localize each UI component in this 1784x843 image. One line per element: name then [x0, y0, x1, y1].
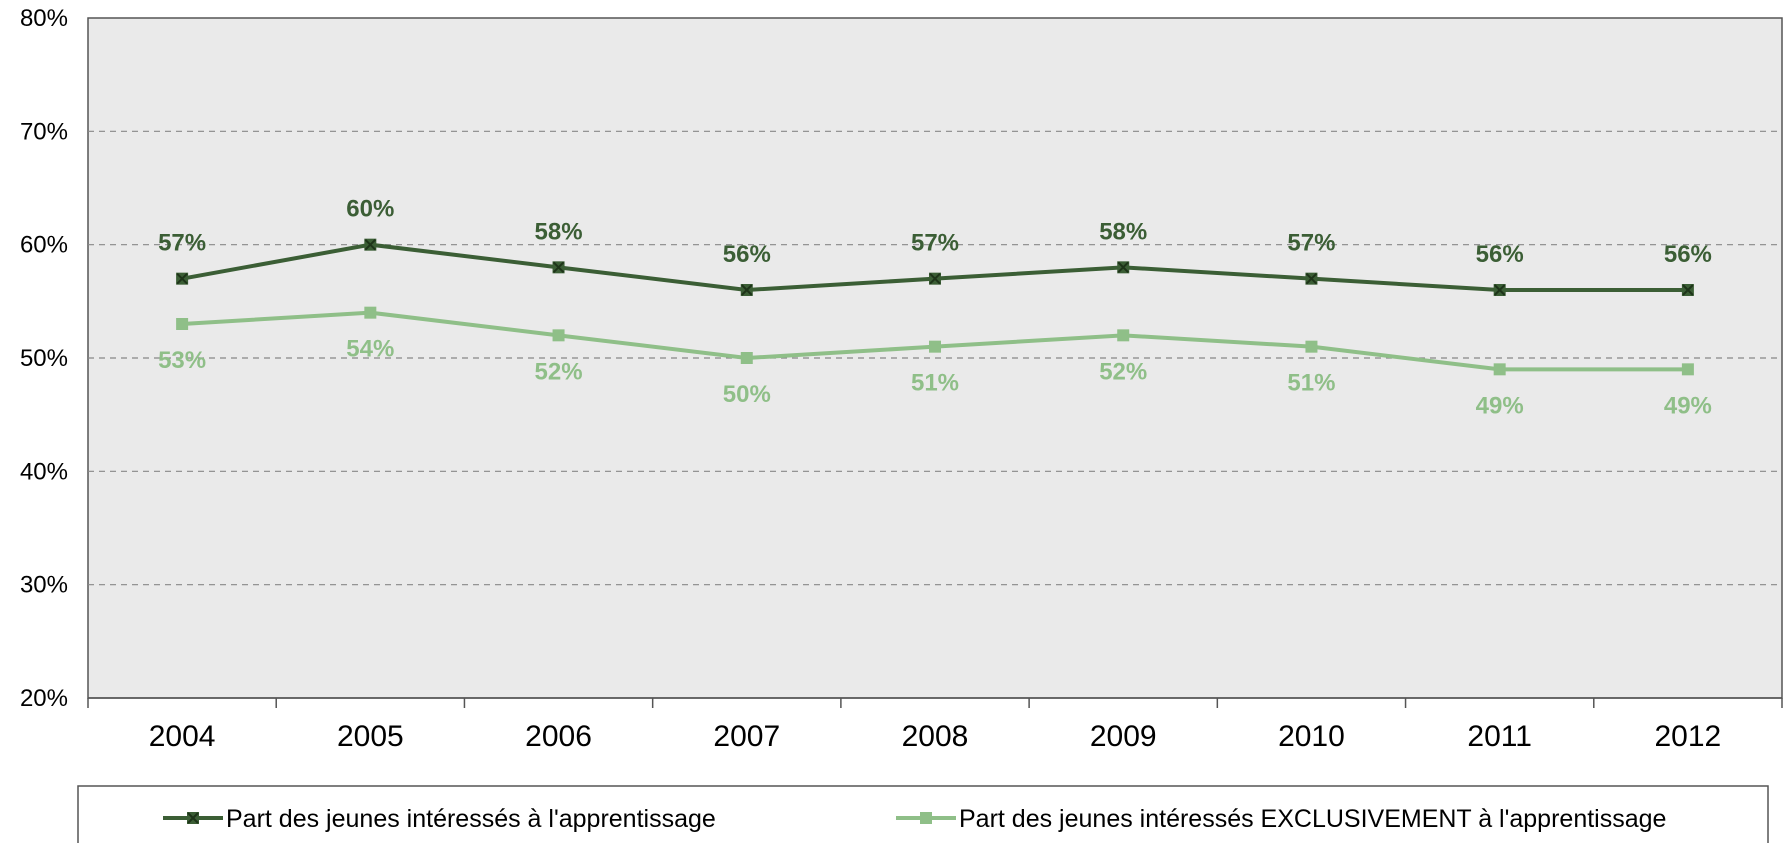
data-point: [1493, 363, 1506, 376]
data-label: 49%: [1664, 392, 1712, 419]
y-tick-label: 50%: [20, 345, 68, 372]
y-tick-label: 60%: [20, 232, 68, 259]
legend-item-2: Part des jeunes intéressés EXCLUSIVEMENT…: [896, 805, 1666, 833]
legend: Part des jeunes intéressés à l'apprentis…: [77, 785, 1769, 843]
data-point-x: [1117, 261, 1129, 274]
x-tick-label: 2005: [337, 720, 404, 753]
marker-x-stroke: [1493, 284, 1506, 296]
marker-x-stroke: [1117, 261, 1129, 274]
legend-label: Part des jeunes intéressés à l'apprentis…: [226, 805, 716, 833]
data-label: 52%: [535, 358, 583, 385]
x-tick-label: 2009: [1090, 720, 1157, 753]
x-tick-label: 2010: [1278, 720, 1345, 753]
data-point-x: [364, 238, 377, 251]
marker-x-stroke: [1682, 284, 1694, 296]
y-tick-label: 80%: [20, 5, 68, 32]
marker-x-stroke: [176, 272, 188, 285]
x-tick-label: 2012: [1655, 720, 1722, 753]
data-point-x: [552, 261, 565, 274]
data-point: [740, 352, 753, 364]
x-tick-label: 2011: [1467, 720, 1532, 753]
data-label: 53%: [158, 347, 206, 374]
data-label: 49%: [1476, 392, 1524, 419]
data-point-x: [1493, 284, 1506, 296]
series-group: 57%60%58%56% 57% 58% 57% 56% 56%53% 54%52%50% 5…: [158, 196, 1712, 420]
series-1: 57% 60% 58% 56% 57% 58% 57% 56% 56%: [158, 196, 1712, 296]
marker-x-stroke: [364, 238, 377, 251]
data-point-x: [176, 272, 188, 285]
gridlines: [88, 130, 1782, 586]
data-point: [552, 329, 565, 342]
y-tick-label: 70%: [20, 118, 68, 145]
x-tick-label: 2007: [713, 720, 780, 753]
data-label: 56%: [1664, 241, 1712, 268]
x-axis: 2004 2005 2006 2007 2008 2009 2010 2011 2012: [87, 697, 1783, 753]
marker-x-stroke: [929, 272, 941, 285]
data-point: [1305, 340, 1318, 353]
data-point-x: [929, 272, 941, 285]
data-label: 56%: [1476, 241, 1524, 268]
data-point: [1117, 329, 1130, 342]
marker-x-stroke: [552, 261, 565, 274]
data-label: 54%: [346, 336, 394, 363]
y-tick-label: 30%: [20, 572, 68, 599]
data-point: [1681, 363, 1694, 376]
legend-marker: [920, 812, 932, 824]
legend-item-1: Part des jeunes intéressés à l'apprentis…: [163, 805, 716, 833]
marker-x-stroke: [187, 812, 199, 824]
data-label: 56%: [723, 241, 771, 268]
data-point-x: [1682, 284, 1694, 296]
data-label: 58%: [535, 218, 583, 245]
x-tick-label: 2006: [525, 720, 592, 753]
x-tick-label: 2004: [149, 720, 216, 753]
data-label: 57%: [1287, 230, 1335, 257]
data-label: 58%: [1099, 218, 1147, 245]
data-label: 51%: [911, 370, 959, 397]
data-label: 57%: [911, 230, 959, 257]
x-tick-label: 2008: [902, 720, 969, 753]
data-point: [929, 340, 941, 353]
data-label: 60%: [346, 196, 394, 223]
data-point-x: [1305, 272, 1318, 285]
legend-label: Part des jeunes intéressés EXCLUSIVEMENT…: [959, 805, 1666, 833]
y-axis-tick-labels: 20% 30% 40% 50% 60% 70% 80%: [20, 5, 68, 712]
data-point: [364, 306, 377, 319]
marker-x-stroke: [741, 284, 753, 296]
data-label: 50%: [723, 381, 771, 408]
data-label: 52%: [1099, 358, 1147, 385]
data-label: 51%: [1287, 370, 1335, 397]
legend-marker-x: [187, 812, 199, 824]
marker-x-stroke: [1305, 272, 1318, 285]
data-point-x: [741, 284, 753, 296]
y-tick-label: 40%: [20, 458, 68, 485]
data-point: [176, 318, 189, 330]
series-2: 53% 54% 52% 50% 51% 52% 51% 49% 49%: [158, 306, 1712, 419]
data-label: 57%: [158, 230, 206, 257]
y-tick-label: 20%: [20, 685, 68, 712]
